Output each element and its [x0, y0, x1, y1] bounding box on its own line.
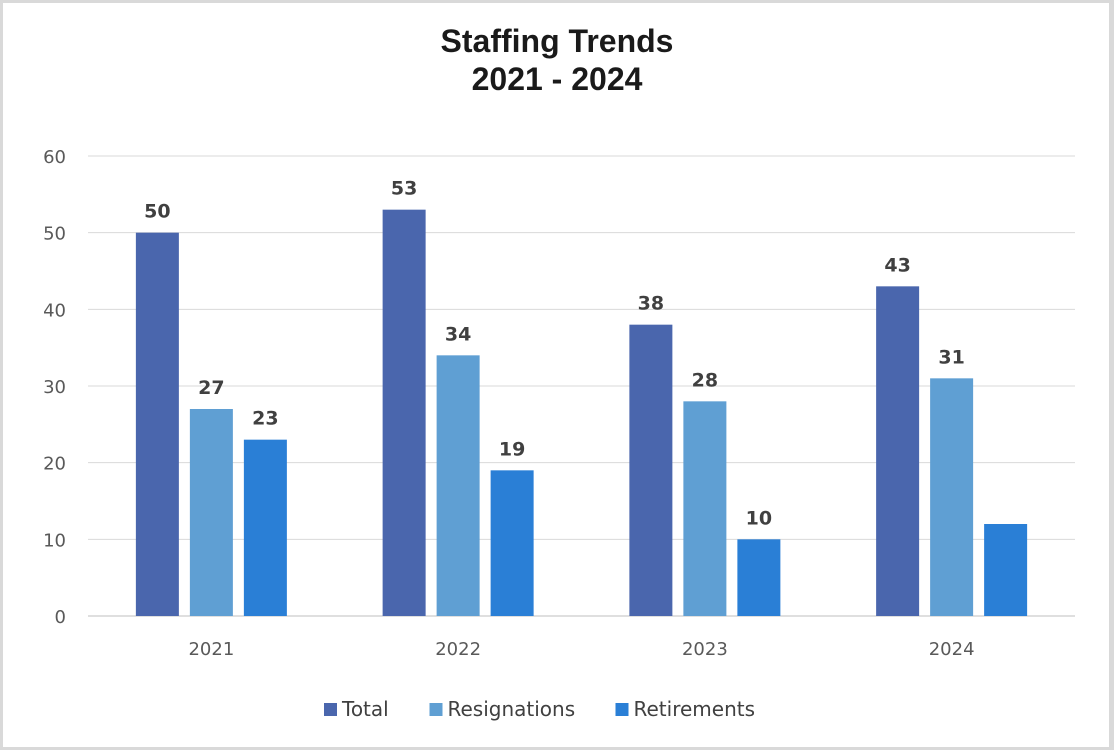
chart-area: [3, 3, 1109, 747]
bar-total: [135, 232, 179, 616]
y-tick-label: 50: [43, 224, 66, 245]
chart-title-line-2: 2021 - 2024: [471, 61, 643, 97]
x-tick-label: 2021: [188, 639, 234, 660]
chart-title: Staffing Trends 2021 - 2024: [0, 22, 1114, 98]
bar-retirements: [243, 439, 287, 616]
x-tick-label: 2024: [929, 639, 975, 660]
data-label: 34: [445, 323, 471, 345]
y-tick-label: 40: [43, 300, 66, 321]
data-label: 38: [638, 293, 664, 315]
y-tick-label: 10: [43, 530, 66, 551]
legend-label: Resignations: [448, 697, 576, 721]
bar-total: [382, 209, 426, 616]
bar-total: [629, 324, 673, 616]
data-label: 10: [746, 507, 772, 529]
bar-retirements: [737, 539, 781, 616]
y-tick-label: 20: [43, 454, 66, 475]
y-tick-label: 30: [43, 377, 66, 398]
bar-resignations: [683, 401, 727, 616]
data-label: 50: [144, 201, 170, 223]
legend-swatch: [429, 703, 443, 716]
x-tick-label: 2023: [682, 639, 728, 660]
legend-swatch: [615, 703, 629, 716]
legend-swatch: [324, 703, 337, 716]
legend-label: Total: [341, 697, 389, 721]
chart-title-line-1: Staffing Trends: [440, 23, 674, 59]
data-label: 53: [391, 178, 417, 200]
bar-retirements: [984, 524, 1028, 616]
legend-label: Retirements: [634, 697, 756, 721]
bar-total: [876, 286, 920, 616]
data-label: 28: [692, 369, 718, 391]
x-tick-label: 2022: [435, 639, 481, 660]
y-tick-label: 60: [43, 147, 66, 168]
data-label: 43: [884, 254, 910, 276]
data-label: 31: [938, 346, 964, 368]
bar-retirements: [490, 470, 534, 616]
data-label: 27: [198, 377, 224, 399]
y-tick-label: 0: [55, 607, 66, 628]
bar-resignations: [930, 378, 974, 616]
bar-resignations: [189, 409, 233, 616]
data-label: 19: [499, 438, 525, 460]
data-label: 23: [252, 408, 278, 430]
bar-resignations: [436, 355, 480, 616]
